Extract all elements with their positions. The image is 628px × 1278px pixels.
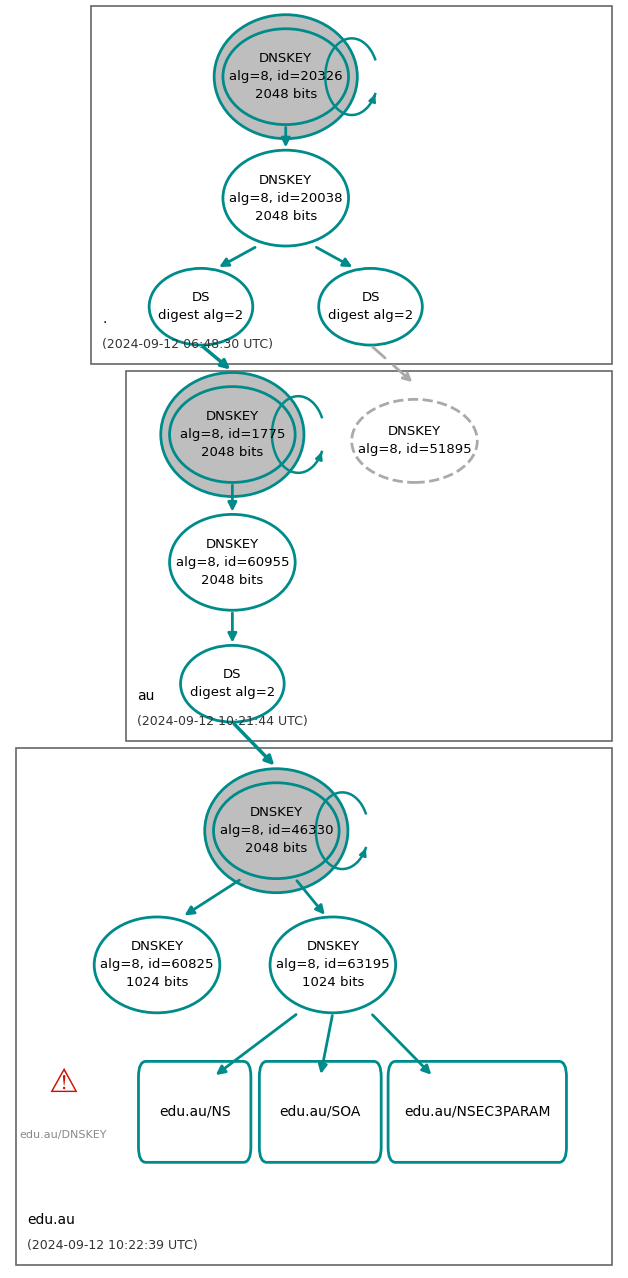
Text: edu.au/SOA: edu.au/SOA <box>279 1105 361 1118</box>
FancyBboxPatch shape <box>91 6 612 364</box>
Text: edu.au/NS: edu.au/NS <box>159 1105 230 1118</box>
Text: DS
digest alg=2: DS digest alg=2 <box>158 291 244 322</box>
Ellipse shape <box>170 515 295 611</box>
Text: edu.au: edu.au <box>27 1213 75 1227</box>
Text: DNSKEY
alg=8, id=60955
2048 bits: DNSKEY alg=8, id=60955 2048 bits <box>176 538 289 587</box>
Ellipse shape <box>161 373 304 497</box>
Text: edu.au/DNSKEY: edu.au/DNSKEY <box>19 1130 107 1140</box>
Text: DS
digest alg=2: DS digest alg=2 <box>190 668 275 699</box>
FancyBboxPatch shape <box>259 1061 381 1163</box>
Ellipse shape <box>170 387 295 483</box>
Text: DNSKEY
alg=8, id=46330
2048 bits: DNSKEY alg=8, id=46330 2048 bits <box>220 806 333 855</box>
Text: (2024-09-12 10:21:44 UTC): (2024-09-12 10:21:44 UTC) <box>137 716 308 728</box>
Ellipse shape <box>180 645 284 722</box>
Ellipse shape <box>149 268 252 345</box>
Ellipse shape <box>352 400 477 483</box>
FancyBboxPatch shape <box>126 371 612 741</box>
Ellipse shape <box>205 769 348 893</box>
Ellipse shape <box>223 29 349 125</box>
Ellipse shape <box>94 918 220 1012</box>
FancyBboxPatch shape <box>138 1061 251 1163</box>
Text: .: . <box>102 312 107 326</box>
Text: au: au <box>137 689 154 703</box>
Text: DNSKEY
alg=8, id=51895: DNSKEY alg=8, id=51895 <box>358 426 471 456</box>
Ellipse shape <box>270 918 396 1012</box>
Ellipse shape <box>214 15 357 139</box>
Ellipse shape <box>223 151 349 247</box>
Text: DNSKEY
alg=8, id=20326
2048 bits: DNSKEY alg=8, id=20326 2048 bits <box>229 52 342 101</box>
Ellipse shape <box>318 268 422 345</box>
FancyBboxPatch shape <box>388 1061 566 1163</box>
Text: (2024-09-12 10:22:39 UTC): (2024-09-12 10:22:39 UTC) <box>27 1240 198 1252</box>
Text: edu.au/NSEC3PARAM: edu.au/NSEC3PARAM <box>404 1105 551 1118</box>
Text: DNSKEY
alg=8, id=20038
2048 bits: DNSKEY alg=8, id=20038 2048 bits <box>229 174 342 222</box>
Text: DNSKEY
alg=8, id=1775
2048 bits: DNSKEY alg=8, id=1775 2048 bits <box>180 410 285 459</box>
Text: DS
digest alg=2: DS digest alg=2 <box>328 291 413 322</box>
Text: (2024-09-12 06:48:30 UTC): (2024-09-12 06:48:30 UTC) <box>102 339 273 351</box>
Text: DNSKEY
alg=8, id=63195
1024 bits: DNSKEY alg=8, id=63195 1024 bits <box>276 941 389 989</box>
Text: DNSKEY
alg=8, id=60825
1024 bits: DNSKEY alg=8, id=60825 1024 bits <box>100 941 214 989</box>
FancyBboxPatch shape <box>16 748 612 1265</box>
Text: ⚠: ⚠ <box>48 1067 78 1100</box>
Ellipse shape <box>214 782 339 879</box>
